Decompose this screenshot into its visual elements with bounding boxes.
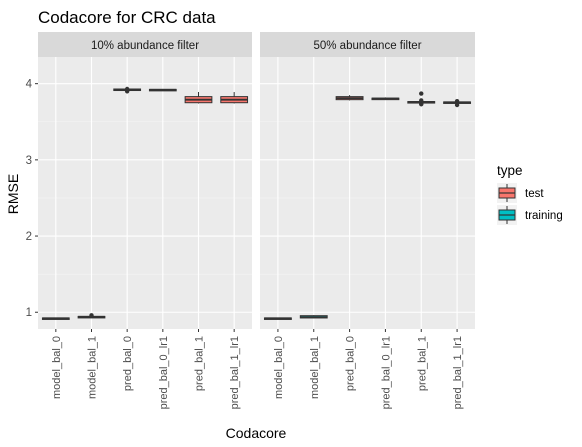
outlier-point: [89, 313, 94, 318]
x-tick-label: pred_bal_0: [122, 336, 134, 391]
box-model_bal_0: [41, 317, 70, 320]
x-tick-label: pred_bal_1_lr1: [452, 336, 464, 409]
panel-background: [260, 57, 475, 329]
chart-title: Codacore for CRC data: [38, 8, 216, 27]
x-tick-label: model_bal_0: [51, 336, 63, 399]
legend-label: training: [525, 210, 563, 222]
legend-entry-training: training: [497, 205, 563, 225]
box-pred_bal_1: [407, 91, 436, 107]
outlier-point: [419, 91, 424, 96]
strip-label: 50% abundance filter: [313, 40, 421, 52]
box-pred_bal_0: [335, 95, 364, 101]
strip-label: 10% abundance filter: [91, 40, 199, 52]
x-tick-label: pred_bal_1_lr1: [229, 336, 241, 409]
box-pred_bal_0: [113, 86, 142, 94]
box-model_bal_1: [77, 313, 106, 319]
box-pred_bal_0_lr1: [371, 97, 400, 101]
box-pred_bal_0_lr1: [148, 88, 177, 92]
box-pred_bal_1_lr1: [220, 92, 249, 104]
y-tick-label: 3: [26, 155, 32, 167]
y-axis-title: RMSE: [5, 174, 21, 214]
x-axis-title: Codacore: [226, 425, 287, 441]
x-tick-label: pred_bal_1: [416, 336, 428, 391]
chart-panels: 10% abundance filter model_bal_0 model_bal…: [26, 32, 475, 409]
legend-title: type: [497, 163, 523, 178]
x-tick-label: model_bal_0: [273, 336, 285, 399]
strip-background: [260, 32, 475, 57]
box-pred_bal_1: [184, 92, 213, 104]
strip-background: [38, 32, 252, 57]
legend-entry-test: test: [497, 183, 544, 203]
x-tick-label: pred_bal_0_lr1: [380, 336, 392, 409]
panel-2: 50% abundance filter model_bal_0 model_bal…: [260, 32, 475, 409]
x-tick-label: pred_bal_1: [194, 336, 206, 391]
outlier-point: [419, 101, 424, 106]
y-tick-label: 4: [26, 79, 33, 91]
legend: type test training: [497, 163, 563, 225]
y-tick-label: 1: [26, 307, 32, 319]
outlier-point: [419, 98, 424, 103]
legend-label: test: [525, 188, 544, 200]
x-tick-label: model_bal_1: [87, 336, 99, 399]
box-model_bal_0: [263, 317, 292, 320]
outlier-point: [454, 98, 460, 104]
y-tick-label: 2: [26, 231, 32, 243]
outlier-point: [454, 102, 460, 108]
x-tick-label: pred_bal_0_lr1: [158, 336, 170, 409]
box-pred_bal_1_lr1: [443, 98, 472, 108]
outlier-point: [124, 86, 130, 92]
panel-1: 10% abundance filter model_bal_0 model_bal…: [26, 32, 252, 409]
x-tick-label: model_bal_1: [309, 336, 321, 399]
x-tick-label: pred_bal_0: [345, 336, 357, 391]
box-model_bal_1: [299, 315, 328, 319]
panel-background: [38, 57, 252, 329]
